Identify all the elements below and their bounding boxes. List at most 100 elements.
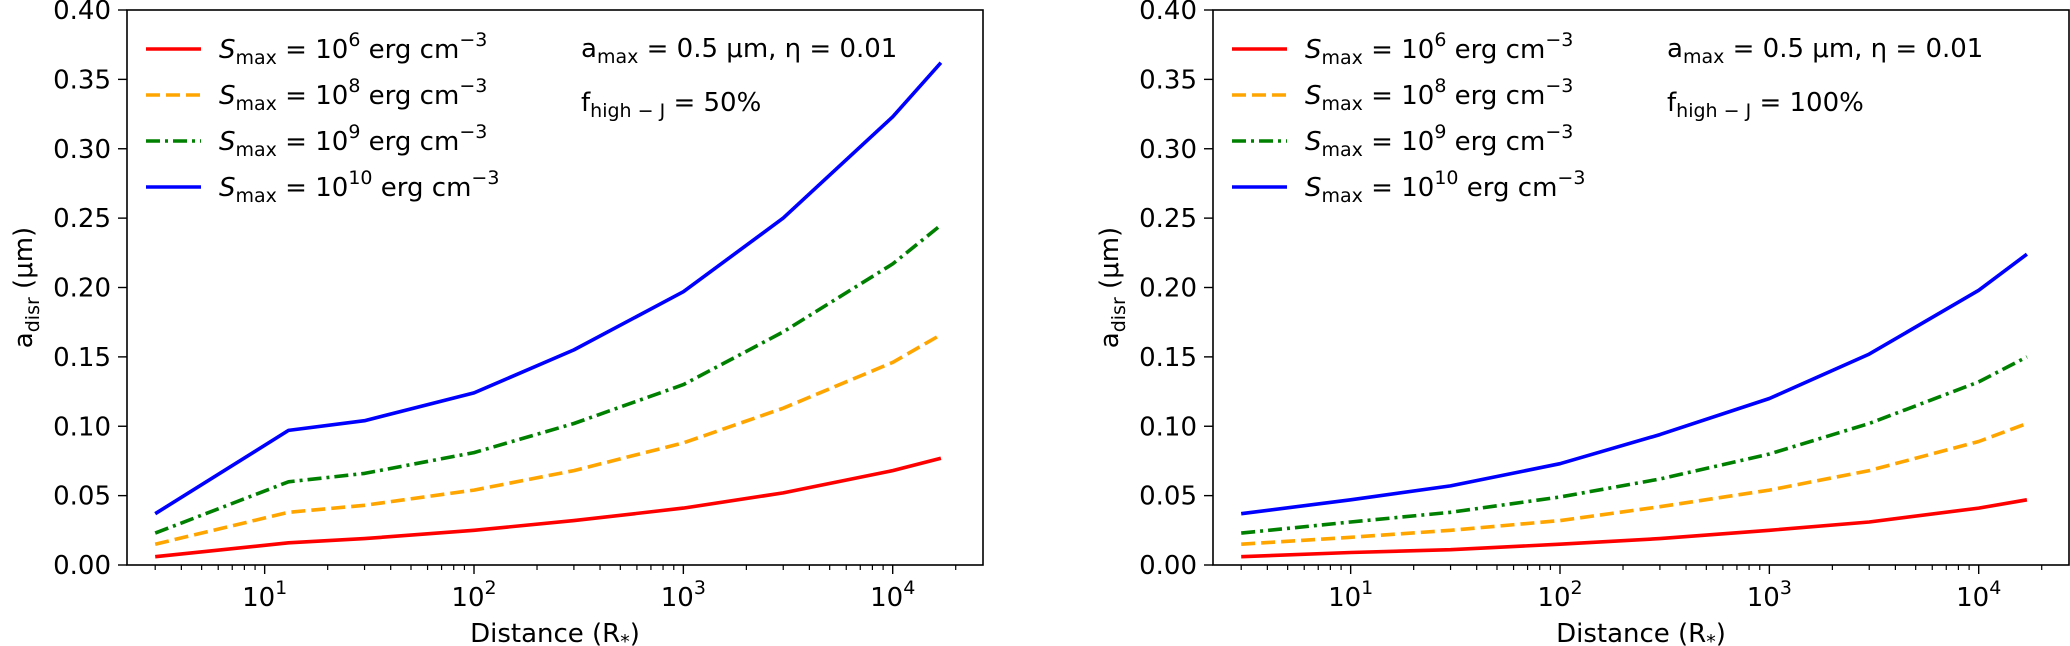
legend-mid: = 10 [277, 35, 348, 65]
legend-label-2: Smax = 108 erg cm−3 [219, 75, 487, 115]
legend-exp: 10 [1434, 167, 1458, 189]
legend-mid: = 10 [1363, 127, 1434, 157]
annotation-fraction: fhigh − J = 100% [1667, 88, 1864, 122]
legend-symbol-sub: max [236, 185, 277, 207]
legend-exp: 6 [1434, 29, 1446, 51]
legend-mid: = 10 [277, 127, 348, 157]
x-tick-base: 10 [1956, 583, 1989, 613]
legend-symbol: S [1305, 35, 1322, 65]
series-line-4 [1240, 252, 2028, 516]
x-axis-label-text: Distance (R [1556, 619, 1706, 646]
x-tick-exponent: 4 [903, 577, 915, 599]
x-tick-base: 10 [1537, 583, 1570, 613]
x-axis-label: Distance (R*) [1556, 619, 1726, 646]
annotation-f-rest: = 50% [665, 88, 761, 118]
legend-exp: 10 [348, 167, 372, 189]
x-tick-exponent: 2 [485, 577, 497, 599]
x-tick-exponent: 3 [1780, 577, 1792, 599]
y-tick-label: 0.35 [53, 65, 111, 95]
x-tick-exponent: 4 [1989, 577, 2001, 599]
legend-label-1: Smax = 106 erg cm−3 [219, 29, 487, 69]
legend-unit-exp: −3 [459, 29, 487, 51]
x-tick-label: 104 [1956, 577, 2001, 613]
x-tick-base: 10 [451, 583, 484, 613]
legend-symbol: S [1305, 127, 1322, 157]
legend-mid: = 10 [1363, 35, 1434, 65]
legend-unit-exp: −3 [1545, 121, 1573, 143]
y-tick-label: 0.00 [53, 551, 111, 581]
y-axis-label-unit: (μm) [1095, 227, 1125, 297]
annotation-a-sub: max [1683, 46, 1724, 68]
y-axis-label-unit: (μm) [9, 227, 39, 297]
annotation-a-sub: max [597, 46, 638, 68]
legend-unit: erg cm [1459, 173, 1558, 203]
x-tick-label: 101 [242, 577, 287, 613]
axes-frame [1212, 9, 2070, 566]
y-axis-label: adisr (μm) [1095, 227, 1130, 348]
x-tick-label: 102 [451, 577, 496, 613]
series-line-1 [1241, 498, 2028, 559]
legend-label-1: Smax = 106 erg cm−3 [1305, 29, 1573, 69]
legend-unit: erg cm [1446, 35, 1545, 65]
legend-mid: = 10 [1363, 173, 1434, 203]
y-tick-label: 0.25 [53, 204, 111, 234]
y-tick-label: 0.30 [1139, 135, 1197, 165]
legend-label-4: Smax = 1010 erg cm−3 [219, 167, 499, 207]
y-tick-label: 0.40 [53, 0, 111, 26]
x-tick-base: 10 [1747, 583, 1780, 613]
annotation-f: f [581, 88, 591, 118]
y-tick-label: 0.00 [1139, 551, 1197, 581]
x-tick-exponent: 1 [1361, 577, 1373, 599]
y-axis-label-text: a [9, 332, 39, 348]
legend-symbol-sub: max [1322, 47, 1363, 69]
legend-mid: = 10 [277, 81, 348, 111]
series-line-3 [1241, 355, 2028, 535]
x-tick-base: 10 [242, 583, 275, 613]
x-axis-label: Distance (R*) [470, 619, 640, 646]
y-axis-label-sub: disr [22, 297, 44, 332]
legend-unit-exp: −3 [459, 75, 487, 97]
legend-symbol-sub: max [1322, 185, 1363, 207]
x-axis-label-sub: * [1706, 631, 1716, 646]
x-tick-label: 103 [1747, 577, 1792, 613]
legend-unit-exp: −3 [1545, 75, 1573, 97]
y-tick-label: 0.40 [1139, 0, 1197, 26]
x-tick-base: 10 [661, 583, 694, 613]
annotation-f-rest: = 100% [1751, 88, 1864, 118]
y-tick-label: 0.05 [53, 482, 111, 512]
legend-unit: erg cm [360, 127, 459, 157]
x-tick-base: 10 [870, 583, 903, 613]
y-tick-label: 0.15 [1139, 343, 1197, 373]
legend-exp: 6 [348, 29, 360, 51]
y-tick-label: 0.20 [1139, 274, 1197, 304]
series-line-1 [155, 456, 942, 559]
x-tick-label: 101 [1328, 577, 1373, 613]
y-tick-label: 0.15 [53, 343, 111, 373]
y-tick-label: 0.05 [1139, 482, 1197, 512]
legend-symbol-sub: max [1322, 93, 1363, 115]
legend-unit: erg cm [373, 173, 472, 203]
series-line-2 [1241, 421, 2028, 546]
legend-exp: 9 [1434, 121, 1446, 143]
y-tick-label: 0.10 [1139, 412, 1197, 442]
legend-label-4: Smax = 1010 erg cm−3 [1305, 167, 1585, 207]
x-tick-exponent: 1 [275, 577, 287, 599]
legend-symbol: S [219, 81, 236, 111]
chart-panel-1: 101 102 103 1040.000.050.100.150.200.250.30… [9, 0, 984, 646]
legend-symbol: S [1305, 173, 1322, 203]
y-tick-label: 0.20 [53, 274, 111, 304]
legend-unit-exp: −3 [1557, 167, 1585, 189]
series-line-2 [154, 333, 942, 546]
legend-symbol-sub: max [236, 139, 277, 161]
legend-label-2: Smax = 108 erg cm−3 [1305, 75, 1573, 115]
y-axis-label-text: a [1095, 332, 1125, 348]
annotation-a-rest: = 0.5 μm, η = 0.01 [638, 34, 897, 64]
legend-mid: = 10 [277, 173, 348, 203]
y-tick-label: 0.30 [53, 135, 111, 165]
legend-symbol: S [1305, 81, 1322, 111]
legend-unit: erg cm [1446, 127, 1545, 157]
annotation-f: f [1667, 88, 1677, 118]
legend-symbol: S [219, 173, 236, 203]
x-tick-label: 104 [870, 577, 915, 613]
x-axis-label-close: ) [1716, 619, 1726, 646]
